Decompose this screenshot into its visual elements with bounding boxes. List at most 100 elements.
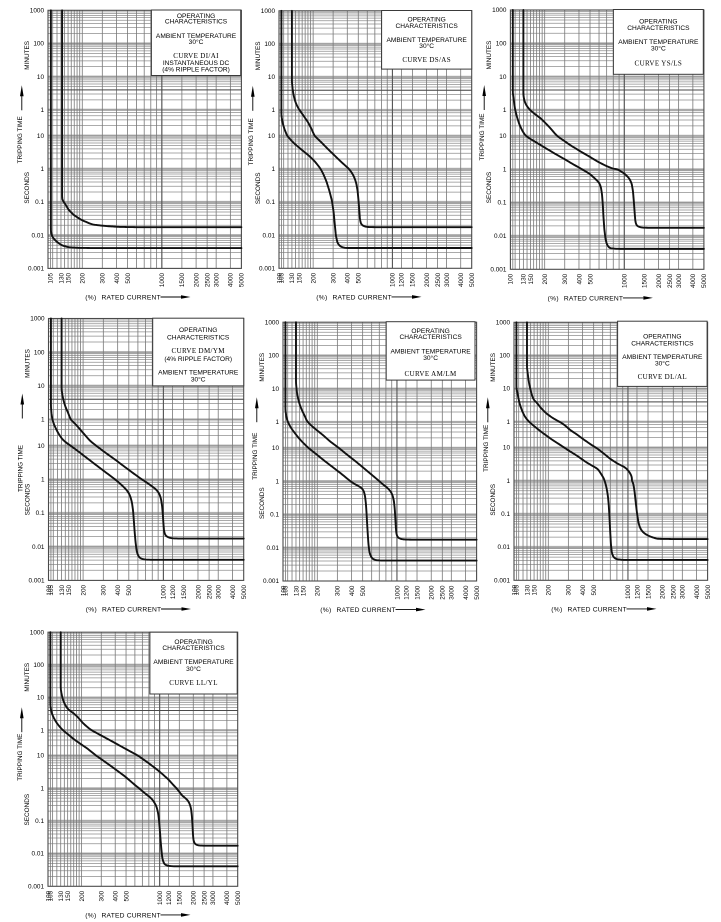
- svg-text:4000: 4000: [690, 273, 697, 288]
- svg-text:0.001: 0.001: [28, 266, 44, 273]
- svg-text:400: 400: [580, 584, 587, 595]
- svg-text:500: 500: [123, 890, 130, 901]
- svg-text:3000: 3000: [680, 584, 687, 599]
- svg-text:3000: 3000: [210, 890, 217, 905]
- svg-text:2000: 2000: [660, 584, 667, 599]
- svg-text:300: 300: [100, 272, 107, 283]
- svg-text:30°C: 30°C: [186, 665, 201, 673]
- svg-text:TRIPPING TIME: TRIPPING TIME: [17, 734, 24, 781]
- svg-text:TRIPPING TIME: TRIPPING TIME: [483, 425, 490, 472]
- svg-text:RATED CURRENT: RATED CURRENT: [102, 606, 161, 613]
- svg-text:MINUTES: MINUTES: [24, 41, 31, 70]
- svg-text:1500: 1500: [642, 273, 649, 288]
- svg-text:MINUTES: MINUTES: [24, 349, 31, 378]
- svg-text:10: 10: [503, 445, 511, 452]
- svg-text:400: 400: [345, 272, 352, 283]
- svg-text:CHARACTERISTICS: CHARACTERISTICS: [399, 334, 462, 341]
- svg-text:400: 400: [349, 585, 356, 596]
- svg-text:10: 10: [37, 695, 45, 702]
- svg-text:2000: 2000: [656, 273, 663, 288]
- svg-text:150: 150: [66, 584, 73, 595]
- svg-text:1000: 1000: [625, 584, 632, 599]
- svg-text:SECONDS: SECONDS: [259, 487, 266, 519]
- svg-text:400: 400: [115, 584, 122, 595]
- svg-text:2500: 2500: [435, 272, 442, 287]
- svg-text:100: 100: [276, 272, 283, 283]
- svg-text:130: 130: [58, 890, 65, 901]
- svg-text:(%): (%): [85, 294, 96, 301]
- svg-text:OPERATING: OPERATING: [177, 13, 215, 20]
- svg-text:10: 10: [37, 383, 45, 390]
- svg-text:1200: 1200: [170, 584, 177, 599]
- svg-text:(%): (%): [85, 912, 96, 919]
- svg-text:AMBIENT TEMPERATURE: AMBIENT TEMPERATURE: [156, 33, 237, 40]
- svg-text:TRIPPING TIME: TRIPPING TIME: [17, 116, 24, 163]
- svg-text:1: 1: [40, 166, 44, 173]
- svg-text:100: 100: [264, 41, 275, 48]
- svg-text:0.01: 0.01: [32, 851, 45, 858]
- svg-text:4000: 4000: [694, 584, 701, 599]
- svg-text:(%): (%): [551, 606, 562, 613]
- svg-text:200: 200: [542, 273, 549, 284]
- svg-text:MINUTES: MINUTES: [486, 41, 493, 70]
- svg-text:(4% RIPPLE FACTOR): (4% RIPPLE FACTOR): [162, 66, 230, 73]
- svg-text:100: 100: [511, 584, 518, 595]
- svg-text:INSTANTANEOUS DC: INSTANTANEOUS DC: [163, 60, 230, 67]
- svg-text:CHARACTERISTICS: CHARACTERISTICS: [167, 334, 230, 341]
- svg-text:4000: 4000: [228, 272, 235, 287]
- svg-text:4000: 4000: [458, 272, 465, 287]
- svg-text:10: 10: [272, 445, 280, 452]
- svg-text:300: 300: [562, 273, 569, 284]
- svg-text:400: 400: [576, 273, 583, 284]
- svg-text:500: 500: [125, 272, 132, 283]
- svg-text:0.01: 0.01: [32, 232, 45, 239]
- svg-text:1000: 1000: [157, 890, 164, 905]
- svg-text:5000: 5000: [705, 584, 712, 599]
- svg-text:CHARACTERISTICS: CHARACTERISTICS: [631, 341, 694, 348]
- svg-text:AMBIENT TEMPERATURE: AMBIENT TEMPERATURE: [390, 349, 471, 356]
- svg-text:SECONDS: SECONDS: [255, 172, 262, 204]
- svg-text:500: 500: [360, 585, 367, 596]
- svg-text:4000: 4000: [224, 890, 231, 905]
- svg-text:(%): (%): [316, 294, 327, 301]
- svg-text:MINUTES: MINUTES: [24, 663, 31, 692]
- svg-text:MINUTES: MINUTES: [255, 41, 262, 70]
- svg-text:CURVE DS/AS: CURVE DS/AS: [402, 56, 451, 64]
- svg-text:300: 300: [335, 585, 342, 596]
- svg-text:AMBIENT TEMPERATURE: AMBIENT TEMPERATURE: [153, 659, 234, 666]
- svg-text:0.001: 0.001: [494, 577, 510, 584]
- svg-text:TRIPPING TIME: TRIPPING TIME: [248, 118, 255, 165]
- svg-text:105: 105: [279, 272, 286, 283]
- svg-text:0.001: 0.001: [263, 578, 279, 585]
- svg-text:0.01: 0.01: [267, 545, 280, 552]
- svg-text:2000: 2000: [424, 272, 431, 287]
- svg-text:10: 10: [272, 386, 280, 393]
- svg-text:1200: 1200: [399, 272, 406, 287]
- svg-text:0.001: 0.001: [490, 266, 506, 273]
- svg-text:OPERATING: OPERATING: [407, 16, 445, 23]
- svg-text:4000: 4000: [230, 584, 237, 599]
- svg-text:3000: 3000: [213, 272, 220, 287]
- svg-text:100: 100: [46, 584, 53, 595]
- svg-text:130: 130: [289, 272, 296, 283]
- svg-text:SECONDS: SECONDS: [24, 794, 31, 826]
- svg-text:200: 200: [315, 585, 322, 596]
- svg-text:30°C: 30°C: [189, 38, 204, 46]
- svg-text:2500: 2500: [440, 585, 447, 600]
- svg-text:500: 500: [591, 584, 598, 595]
- svg-text:150: 150: [300, 585, 307, 596]
- svg-text:CURVE YS/LS: CURVE YS/LS: [635, 59, 683, 67]
- svg-text:1000: 1000: [30, 7, 45, 14]
- svg-text:(%): (%): [320, 607, 331, 614]
- svg-text:30°C: 30°C: [651, 44, 666, 52]
- svg-text:200: 200: [79, 890, 86, 901]
- svg-text:105: 105: [48, 272, 55, 283]
- svg-text:1200: 1200: [634, 584, 641, 599]
- svg-text:CHARACTERISTICS: CHARACTERISTICS: [627, 25, 690, 32]
- svg-text:1500: 1500: [177, 890, 184, 905]
- svg-text:400: 400: [113, 890, 120, 901]
- svg-text:1000: 1000: [390, 272, 397, 287]
- svg-text:1200: 1200: [403, 585, 410, 600]
- svg-text:0.01: 0.01: [498, 544, 511, 551]
- svg-text:2000: 2000: [429, 585, 436, 600]
